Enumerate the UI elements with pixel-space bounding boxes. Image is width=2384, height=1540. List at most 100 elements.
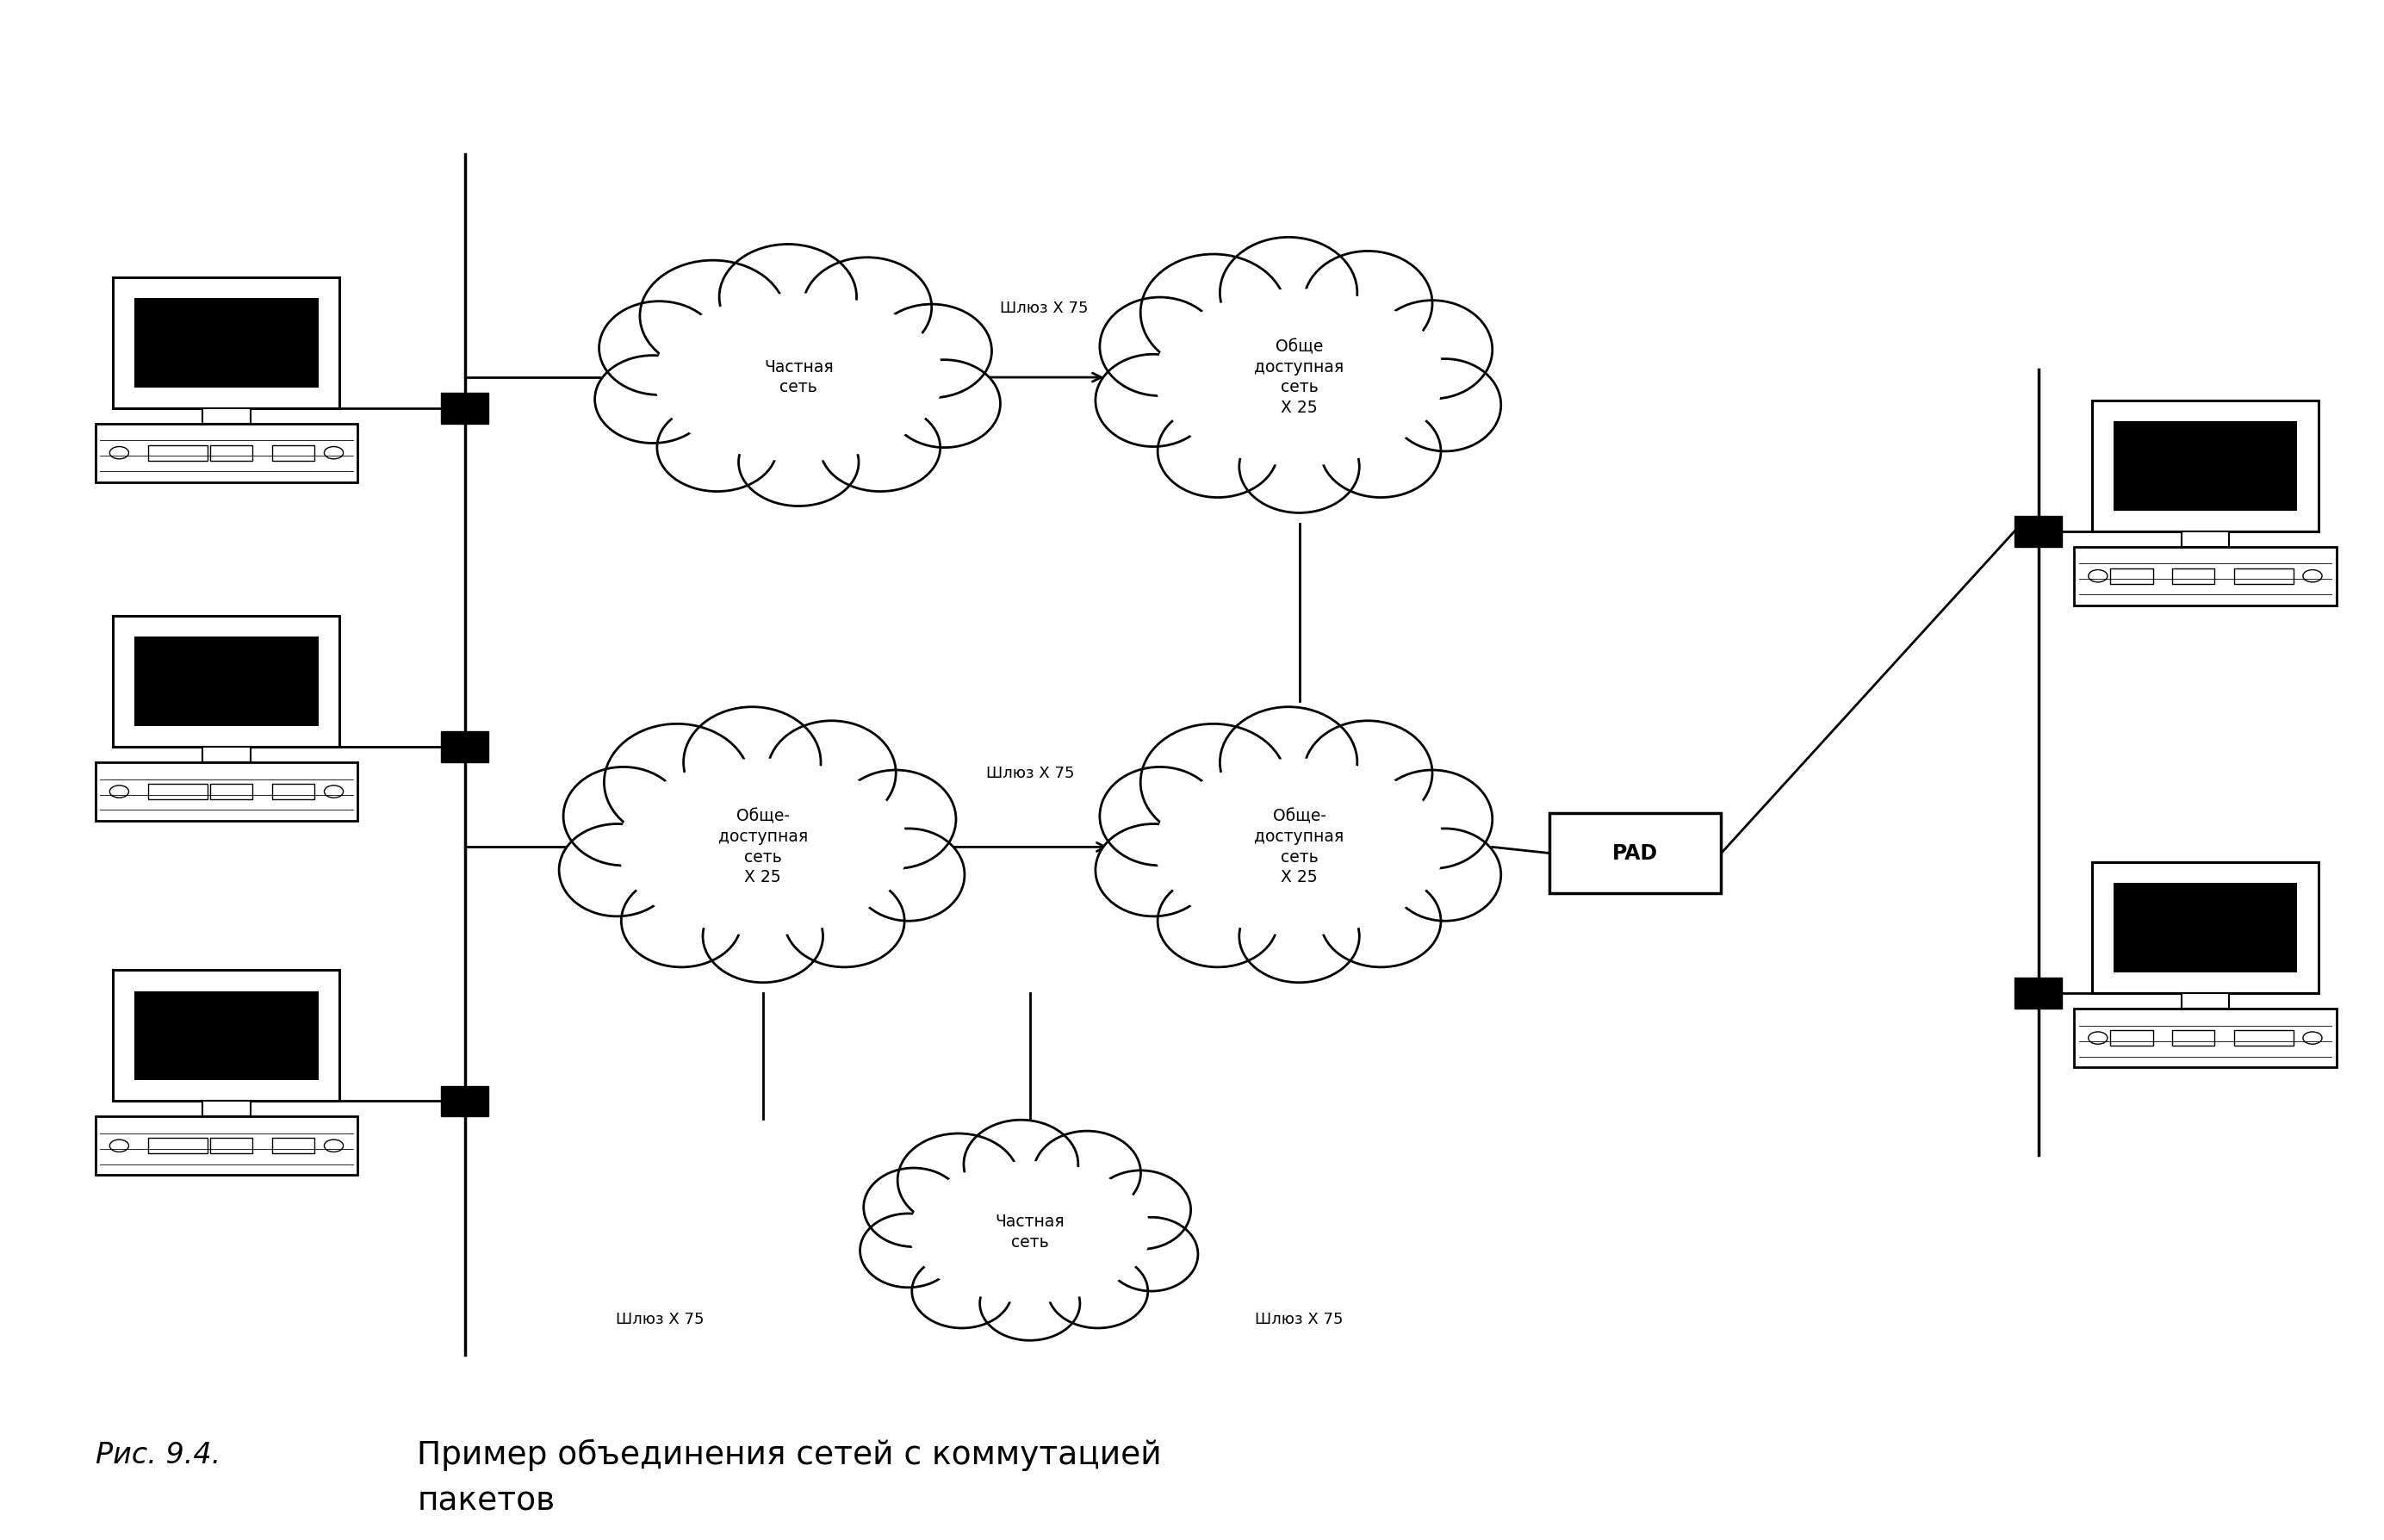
Bar	[95, 1116, 358, 1175]
Text: Шлюз Х 75: Шлюз Х 75	[615, 1312, 706, 1327]
Ellipse shape	[1094, 824, 1211, 916]
Ellipse shape	[1373, 770, 1492, 869]
Bar	[441, 732, 489, 762]
Ellipse shape	[1099, 767, 1221, 865]
Ellipse shape	[720, 245, 856, 350]
Ellipse shape	[1304, 251, 1433, 356]
Bar	[2093, 862, 2317, 993]
Ellipse shape	[563, 767, 684, 865]
Text: Шлюз Х 75: Шлюз Х 75	[999, 300, 1089, 316]
Ellipse shape	[896, 1133, 1020, 1227]
Ellipse shape	[658, 403, 777, 491]
Ellipse shape	[1094, 354, 1211, 447]
Bar	[2115, 420, 2298, 511]
Bar	[2115, 884, 2298, 973]
Ellipse shape	[1240, 890, 1359, 983]
Text: Рис. 9.4.: Рис. 9.4.	[95, 1441, 219, 1469]
Bar	[95, 762, 358, 821]
Ellipse shape	[1104, 1217, 1197, 1291]
Bar	[441, 1086, 489, 1116]
Ellipse shape	[1099, 297, 1221, 396]
Text: Шлюз Х 75: Шлюз Х 75	[1254, 1312, 1345, 1327]
Bar	[148, 1138, 207, 1153]
Circle shape	[2088, 570, 2107, 582]
Bar	[134, 992, 319, 1081]
Bar	[2014, 516, 2062, 547]
Ellipse shape	[1035, 1130, 1140, 1215]
Ellipse shape	[896, 1152, 1163, 1312]
Circle shape	[324, 785, 343, 798]
Bar	[2181, 993, 2229, 1009]
Bar	[2172, 568, 2215, 584]
Ellipse shape	[739, 419, 858, 507]
Ellipse shape	[1221, 707, 1356, 818]
Bar	[134, 297, 319, 388]
Circle shape	[110, 447, 129, 459]
Bar	[2014, 978, 2062, 1009]
Ellipse shape	[1321, 875, 1440, 967]
Bar	[210, 445, 253, 460]
Circle shape	[324, 447, 343, 459]
Text: Частная
сеть: Частная сеть	[994, 1214, 1066, 1250]
Ellipse shape	[1373, 300, 1492, 399]
Ellipse shape	[1159, 405, 1278, 497]
Ellipse shape	[1140, 277, 1459, 477]
Ellipse shape	[853, 829, 966, 921]
Ellipse shape	[889, 360, 1001, 448]
Bar	[210, 1138, 253, 1153]
Ellipse shape	[1154, 759, 1445, 936]
Ellipse shape	[768, 721, 896, 825]
Ellipse shape	[1140, 724, 1287, 841]
Ellipse shape	[1390, 359, 1502, 451]
Ellipse shape	[837, 770, 956, 869]
Text: PAD: PAD	[1612, 842, 1659, 864]
Ellipse shape	[560, 824, 675, 916]
Bar	[1550, 813, 1721, 893]
Circle shape	[2088, 1032, 2107, 1044]
Bar	[112, 616, 341, 747]
Bar	[112, 970, 341, 1101]
Ellipse shape	[703, 890, 822, 983]
Ellipse shape	[684, 707, 820, 818]
Ellipse shape	[863, 1167, 963, 1247]
Text: Обще
доступная
сеть
Х 25: Обще доступная сеть Х 25	[1254, 339, 1345, 416]
Bar	[2110, 568, 2153, 584]
Bar	[112, 277, 341, 408]
Ellipse shape	[639, 260, 787, 371]
Bar	[2110, 1030, 2153, 1046]
Ellipse shape	[617, 759, 908, 936]
Circle shape	[2303, 1032, 2322, 1044]
Ellipse shape	[622, 875, 741, 967]
Ellipse shape	[1390, 829, 1502, 921]
Ellipse shape	[1304, 721, 1433, 825]
Bar	[148, 784, 207, 799]
Bar	[272, 1138, 315, 1153]
Bar	[210, 784, 253, 799]
Ellipse shape	[596, 356, 710, 444]
Bar	[2234, 1030, 2293, 1046]
Bar	[95, 424, 358, 482]
Bar	[203, 1101, 250, 1116]
Circle shape	[324, 1140, 343, 1152]
Bar	[272, 445, 315, 460]
Bar	[441, 393, 489, 424]
Text: Обще-
доступная
сеть
Х 25: Обще- доступная сеть Х 25	[1254, 808, 1345, 885]
Ellipse shape	[1092, 1170, 1190, 1249]
Ellipse shape	[980, 1266, 1080, 1340]
Ellipse shape	[1140, 254, 1287, 371]
Text: Шлюз Х 75: Шлюз Х 75	[985, 765, 1075, 781]
Ellipse shape	[861, 1214, 956, 1287]
Bar	[2234, 568, 2293, 584]
Bar	[272, 784, 315, 799]
Ellipse shape	[911, 1254, 1011, 1327]
Bar	[203, 747, 250, 762]
Ellipse shape	[1321, 405, 1440, 497]
Ellipse shape	[820, 403, 939, 491]
Ellipse shape	[1240, 420, 1359, 513]
Bar	[2074, 1009, 2336, 1067]
Ellipse shape	[873, 305, 992, 397]
Ellipse shape	[784, 875, 904, 967]
Ellipse shape	[963, 1120, 1078, 1209]
Text: Пример объединения сетей с коммутацией: Пример объединения сетей с коммутацией	[417, 1440, 1161, 1471]
Ellipse shape	[601, 747, 923, 947]
